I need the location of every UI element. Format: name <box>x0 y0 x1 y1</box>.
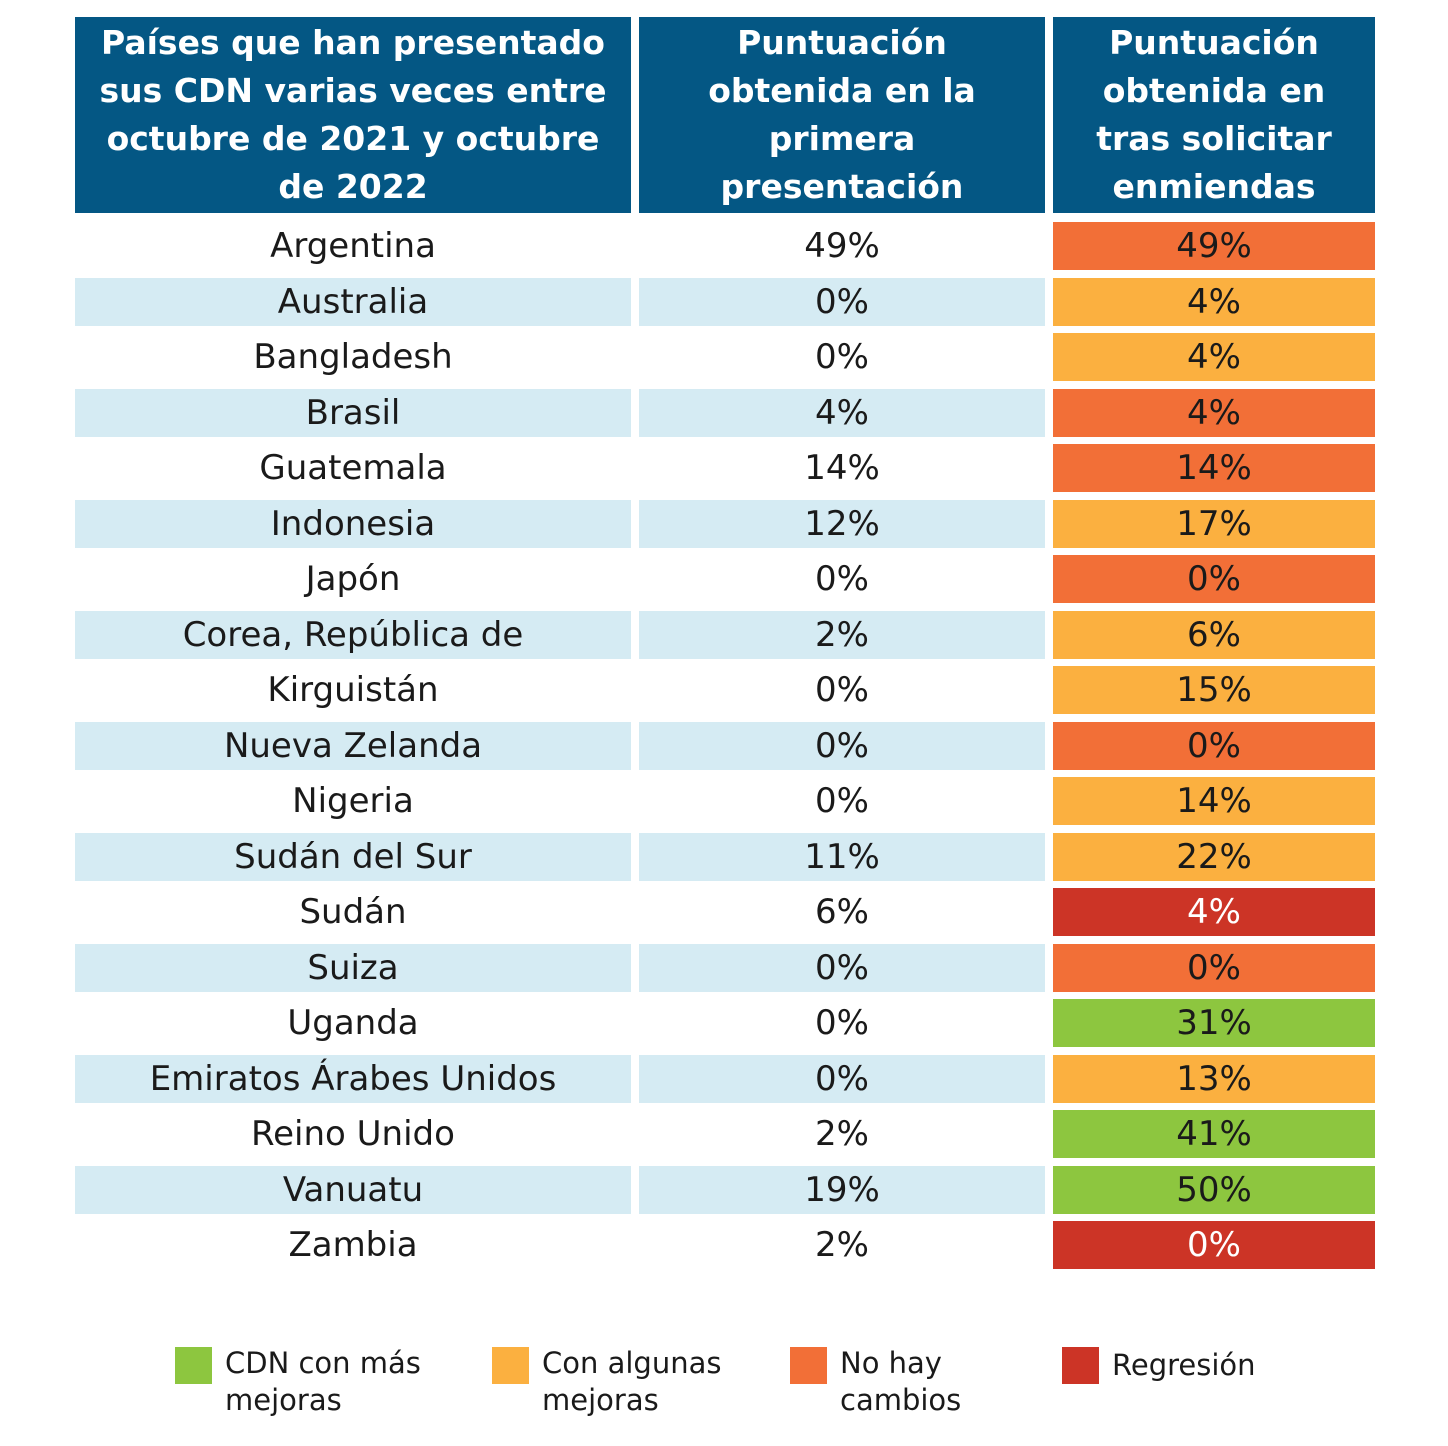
first-score-cell: 11% <box>639 833 1045 881</box>
table-row: Sudán del Sur 11% 22% <box>75 833 1375 881</box>
amended-score-cell: 0% <box>1053 944 1375 992</box>
table-row: Uganda 0% 31% <box>75 999 1375 1047</box>
country-cell: Sudán del Sur <box>75 833 631 881</box>
country-cell: Nigeria <box>292 781 414 821</box>
first-score-cell: 6% <box>815 892 869 932</box>
amended-score-cell: 14% <box>1053 444 1375 492</box>
amended-score-cell: 4% <box>1053 389 1375 437</box>
country-cell: Nueva Zelanda <box>75 722 631 770</box>
table-row: Brasil 4% 4% <box>75 389 1375 437</box>
table-row: Vanuatu 19% 50% <box>75 1166 1375 1214</box>
table-row: Kirguistán 0% 15% <box>75 666 1375 714</box>
legend-label: Con algunas mejoras <box>542 1346 722 1417</box>
country-cell: Kirguistán <box>267 670 439 710</box>
table-row: Argentina 49% 49% <box>75 222 1375 270</box>
first-score-cell: 0% <box>639 944 1045 992</box>
amended-score-cell: 13% <box>1053 1055 1375 1103</box>
table-row: Sudán 6% 4% <box>75 888 1375 936</box>
first-score-cell: 2% <box>815 1225 869 1265</box>
legend-swatch <box>492 1347 529 1384</box>
table-row: Bangladesh 0% 4% <box>75 333 1375 381</box>
first-score-cell: 4% <box>639 389 1045 437</box>
country-cell: Reino Unido <box>251 1114 455 1154</box>
table-row: Suiza 0% 0% <box>75 944 1375 992</box>
table-row: Japón 0% 0% <box>75 555 1375 603</box>
header-first-score: Puntuación obtenida en la primera presen… <box>639 17 1045 213</box>
table-row: Nueva Zelanda 0% 0% <box>75 722 1375 770</box>
first-score-cell: 2% <box>815 1114 869 1154</box>
first-score-cell: 49% <box>804 226 880 266</box>
country-cell: Sudán <box>299 892 407 932</box>
country-cell: Emiratos Árabes Unidos <box>75 1055 631 1103</box>
country-cell: Indonesia <box>75 500 631 548</box>
amended-score-cell: 4% <box>1053 278 1375 326</box>
first-score-cell: 2% <box>639 611 1045 659</box>
country-cell: Vanuatu <box>75 1166 631 1214</box>
legend-label: Regresión <box>1112 1348 1256 1382</box>
first-score-cell: 12% <box>639 500 1045 548</box>
table-row: Nigeria 0% 14% <box>75 777 1375 825</box>
first-score-cell: 0% <box>815 781 869 821</box>
first-score-cell: 0% <box>639 722 1045 770</box>
country-cell: Argentina <box>270 226 436 266</box>
legend-swatch <box>175 1347 212 1384</box>
amended-score-cell: 41% <box>1053 1110 1375 1158</box>
table-row: Zambia 2% 0% <box>75 1221 1375 1269</box>
amended-score-cell: 6% <box>1053 611 1375 659</box>
table-row: Guatemala 14% 14% <box>75 444 1375 492</box>
amended-score-cell: 4% <box>1053 888 1375 936</box>
amended-score-cell: 0% <box>1053 555 1375 603</box>
amended-score-cell: 49% <box>1053 222 1375 270</box>
header-country: Países que han presentado sus CDN varias… <box>75 17 631 213</box>
legend-label: CDN con más mejoras <box>225 1346 421 1417</box>
country-cell: Corea, República de <box>75 611 631 659</box>
amended-score-cell: 50% <box>1053 1166 1375 1214</box>
first-score-cell: 0% <box>639 1055 1045 1103</box>
first-score-cell: 0% <box>815 559 869 599</box>
amended-score-cell: 15% <box>1053 666 1375 714</box>
amended-score-cell: 4% <box>1053 333 1375 381</box>
country-cell: Australia <box>75 278 631 326</box>
amended-score-cell: 17% <box>1053 500 1375 548</box>
amended-score-cell: 22% <box>1053 833 1375 881</box>
country-cell: Zambia <box>288 1225 418 1265</box>
first-score-cell: 19% <box>639 1166 1045 1214</box>
header-amended-score: Puntuación obtenida en tras solicitar en… <box>1053 17 1375 213</box>
legend-label: No hay cambios <box>840 1346 962 1417</box>
amended-score-cell: 0% <box>1053 1221 1375 1269</box>
table-row: Corea, República de 2% 6% <box>75 611 1375 659</box>
first-score-cell: 0% <box>815 670 869 710</box>
legend-swatch <box>790 1347 827 1384</box>
country-cell: Suiza <box>75 944 631 992</box>
legend-swatch <box>1062 1347 1099 1384</box>
first-score-cell: 0% <box>815 337 869 377</box>
amended-score-cell: 14% <box>1053 777 1375 825</box>
table-row: Emiratos Árabes Unidos 0% 13% <box>75 1055 1375 1103</box>
table-row: Reino Unido 2% 41% <box>75 1110 1375 1158</box>
table-row: Indonesia 12% 17% <box>75 500 1375 548</box>
country-cell: Uganda <box>287 1003 419 1043</box>
first-score-cell: 0% <box>639 278 1045 326</box>
country-cell: Guatemala <box>259 448 447 488</box>
country-cell: Japón <box>305 559 401 599</box>
country-cell: Brasil <box>75 389 631 437</box>
first-score-cell: 14% <box>804 448 880 488</box>
amended-score-cell: 31% <box>1053 999 1375 1047</box>
table-row: Australia 0% 4% <box>75 278 1375 326</box>
first-score-cell: 0% <box>815 1003 869 1043</box>
country-cell: Bangladesh <box>253 337 453 377</box>
amended-score-cell: 0% <box>1053 722 1375 770</box>
